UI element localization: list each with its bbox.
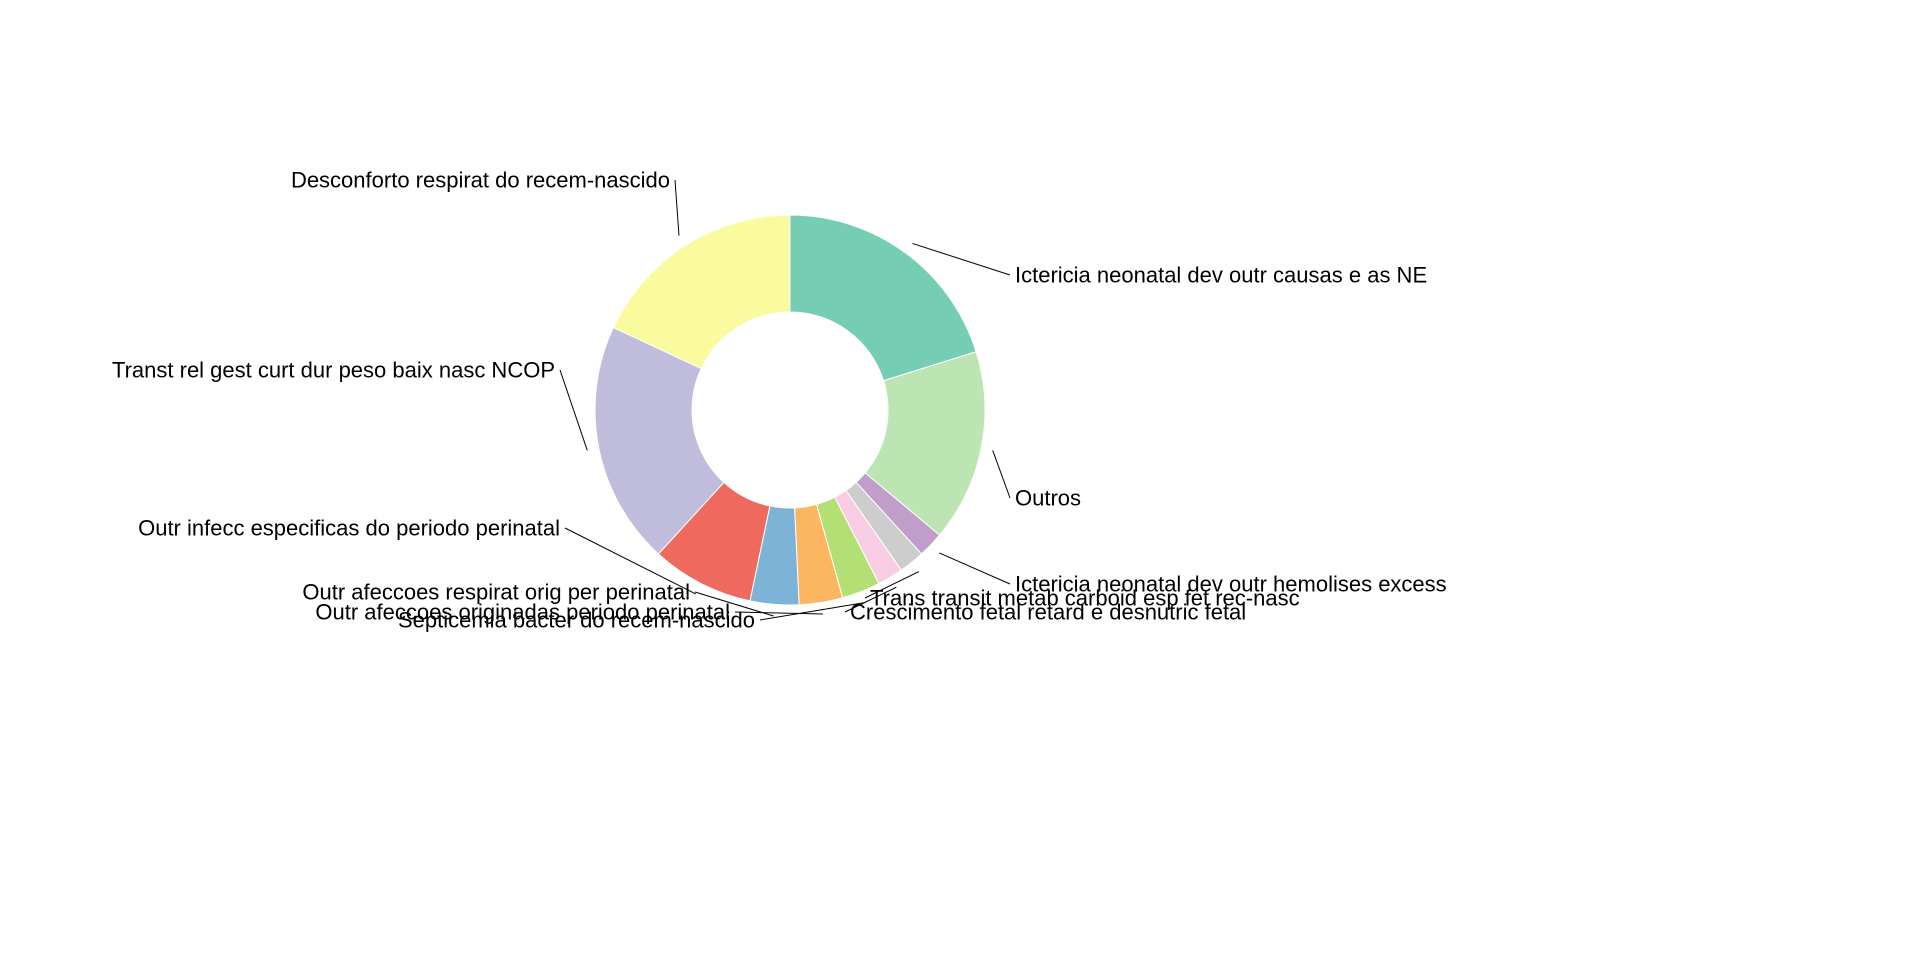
slice-label: Outr afeccoes respirat orig per perinata…	[302, 580, 690, 605]
slice-label: Desconforto respirat do recem-nascido	[291, 168, 670, 193]
slice-label: Ictericia neonatal dev outr causas e as …	[1015, 263, 1427, 288]
slice-label: Outros	[1015, 486, 1081, 511]
slice-label: Crescimento fetal retard e desnutric fet…	[850, 600, 1246, 625]
donut-chart-container: Ictericia neonatal dev outr causas e as …	[0, 0, 1920, 960]
leader-line	[939, 553, 1010, 584]
slice-label: Transt rel gest curt dur peso baix nasc …	[112, 358, 555, 383]
leader-line	[560, 370, 587, 450]
donut-slice	[790, 215, 976, 381]
leader-line	[912, 243, 1010, 275]
slice-label: Outr infecc especificas do periodo perin…	[138, 516, 560, 541]
donut-chart: Ictericia neonatal dev outr causas e as …	[0, 0, 1920, 960]
leader-line	[993, 450, 1010, 498]
leader-line	[675, 180, 679, 236]
